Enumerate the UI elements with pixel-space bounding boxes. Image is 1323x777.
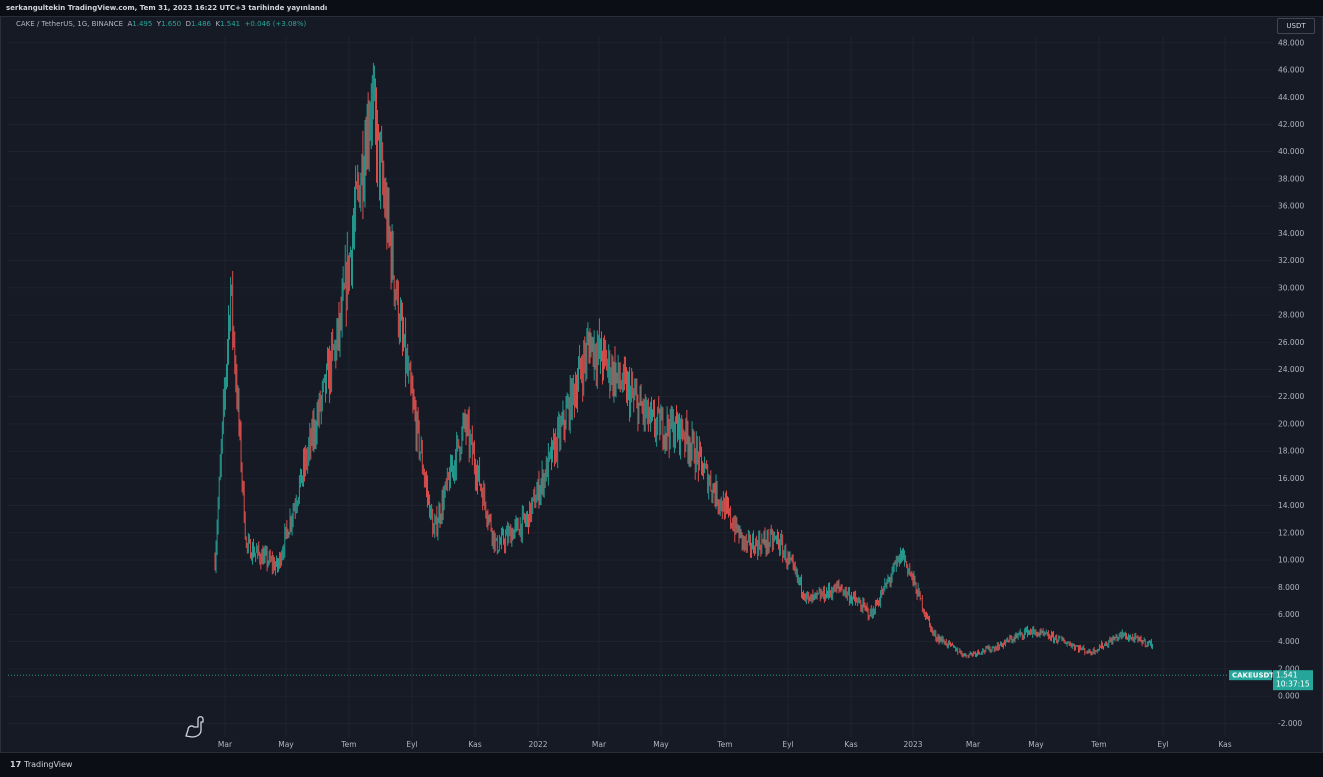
y-tick-label: 26.000	[1278, 338, 1304, 347]
x-tick-label: 2023	[903, 740, 922, 749]
x-tick-label: Kas	[844, 740, 857, 749]
y-tick-label: 12.000	[1278, 528, 1304, 537]
close-value: 1.541	[220, 20, 241, 28]
y-tick-label: 40.000	[1278, 147, 1304, 156]
time-axis[interactable]: Mar May Tem Eyl Kas 2022 Mar May Tem Eyl Kas 2023 Ma…	[218, 740, 1232, 749]
high-value: 1.650	[161, 20, 182, 28]
high-label: Y	[156, 20, 162, 28]
chart-frame[interactable]	[0, 16, 1323, 753]
y-tick-label: 22.000	[1278, 392, 1304, 401]
bar-countdown: 10:37:15	[1276, 680, 1310, 689]
last-price-tag: CAKEUSDT 1.541 10:37:15	[1229, 670, 1313, 691]
price-chart[interactable]: -2.000 0.000 2.000 4.000 6.000 8.000 10.000 12.…	[0, 16, 1323, 753]
y-tick-label: 38.000	[1278, 174, 1304, 183]
close-label: K	[215, 20, 221, 28]
x-tick-label: May	[653, 740, 669, 749]
y-tick-label: 46.000	[1278, 66, 1304, 75]
y-tick-label: 8.000	[1278, 583, 1300, 592]
x-tick-label: May	[278, 740, 294, 749]
dino-icon[interactable]	[185, 716, 204, 738]
y-tick-label: 0.000	[1278, 692, 1300, 701]
price-label: 1.541	[1276, 671, 1298, 680]
x-tick-label: Mar	[218, 740, 233, 749]
published-info: serkangultekin TradingView.com, Tem 31, …	[0, 0, 1323, 16]
y-tick-label: 42.000	[1278, 120, 1304, 129]
candles	[214, 62, 1153, 659]
ticker-label: CAKEUSDT	[1232, 672, 1274, 680]
currency-button[interactable]: USDT	[1277, 18, 1315, 34]
footer: 17 TradingView	[0, 753, 1323, 777]
open-value: 1.495	[132, 20, 153, 28]
y-tick-label: 24.000	[1278, 365, 1304, 374]
symbol-legend: CAKE / TetherUS, 1G, BINANCE A1.495 Y1.6…	[16, 20, 306, 28]
y-tick-label: -2.000	[1278, 719, 1302, 728]
x-tick-label: Eyl	[782, 740, 793, 749]
y-tick-label: 32.000	[1278, 256, 1304, 265]
x-tick-label: 2022	[528, 740, 547, 749]
x-tick-label: Tem	[716, 740, 732, 749]
price-axis[interactable]: -2.000 0.000 2.000 4.000 6.000 8.000 10.000 12.…	[1278, 38, 1304, 728]
y-tick-label: 28.000	[1278, 311, 1304, 320]
change-value: +0.046 (+3.08%)	[244, 20, 307, 28]
y-tick-label: 44.000	[1278, 93, 1304, 102]
y-tick-label: 6.000	[1278, 610, 1300, 619]
symbol-name[interactable]: CAKE / TetherUS, 1G, BINANCE	[16, 20, 124, 28]
x-tick-label: Tem	[340, 740, 356, 749]
low-label: D	[185, 20, 191, 28]
tradingview-logo-icon[interactable]: 17	[10, 760, 22, 769]
y-tick-label: 48.000	[1278, 38, 1304, 47]
x-tick-label: Kas	[468, 740, 481, 749]
tradingview-brand[interactable]: TradingView	[24, 760, 73, 769]
x-tick-label: Eyl	[1157, 740, 1168, 749]
x-tick-label: May	[1028, 740, 1044, 749]
x-tick-label: Mar	[592, 740, 607, 749]
y-tick-label: 30.000	[1278, 283, 1304, 292]
y-tick-label: 20.000	[1278, 419, 1304, 428]
low-value: 1.486	[190, 20, 212, 28]
y-tick-label: 2.000	[1278, 664, 1300, 673]
x-tick-label: Eyl	[406, 740, 417, 749]
y-tick-label: 10.000	[1278, 556, 1304, 565]
price-label-box	[1273, 670, 1313, 691]
grid	[8, 36, 1272, 737]
open-label: A	[127, 20, 133, 28]
y-tick-label: 34.000	[1278, 229, 1304, 238]
y-tick-label: 4.000	[1278, 637, 1300, 646]
x-tick-label: Kas	[1218, 740, 1231, 749]
x-tick-label: Mar	[966, 740, 981, 749]
y-tick-label: 36.000	[1278, 202, 1304, 211]
x-tick-label: Tem	[1090, 740, 1106, 749]
y-tick-label: 14.000	[1278, 501, 1304, 510]
y-tick-label: 18.000	[1278, 447, 1304, 456]
ticker-label-box	[1229, 670, 1272, 681]
y-tick-label: 16.000	[1278, 474, 1304, 483]
